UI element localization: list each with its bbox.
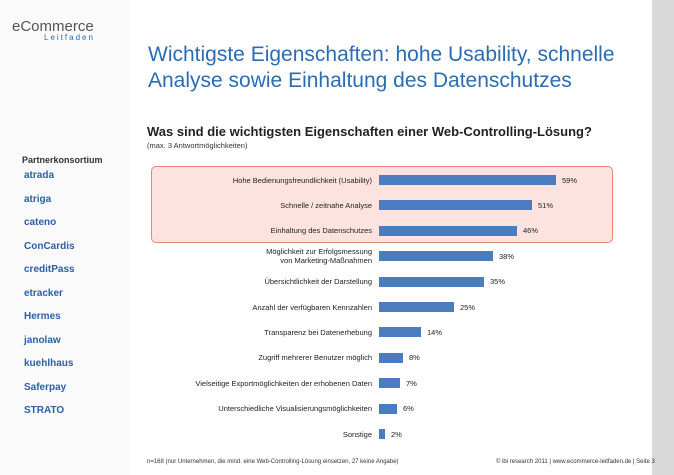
bar <box>379 175 556 185</box>
value-label: 8% <box>409 353 420 363</box>
bar <box>379 302 454 312</box>
slide-title: Wichtigste Eigenschaften: hohe Usability… <box>148 43 615 92</box>
bar <box>379 378 400 389</box>
partner-logo: creditPass <box>24 264 75 275</box>
value-label: 59% <box>562 175 578 185</box>
value-label: 51% <box>538 200 554 210</box>
chart-subtitle: (max. 3 Antwortmöglichkeiten) <box>147 141 248 150</box>
value-label: 46% <box>523 226 539 236</box>
value-label: 35% <box>490 277 506 287</box>
value-label: 25% <box>460 302 476 312</box>
category-label: Zugriff mehrerer Benutzer möglich <box>258 353 372 363</box>
partner-logo: atriga <box>24 193 52 205</box>
bar <box>379 352 403 363</box>
category-label: Anzahl der verfügbaren Kennzahlen <box>252 302 372 312</box>
bar <box>379 276 484 287</box>
bar <box>379 251 493 262</box>
partner-logo: etracker <box>24 287 63 299</box>
bar <box>379 200 532 211</box>
value-label: 7% <box>406 378 417 388</box>
partner-logo: Saferpay <box>24 381 67 393</box>
partner-logo: kuehlhaus <box>24 358 74 369</box>
category-label: Hohe Bedienungsfreundlichkeit (Usability… <box>232 175 372 185</box>
category-label: Transparenz bei Datenerhebung <box>264 327 372 337</box>
chart-title: Was sind die wichtigsten Eigenschaften e… <box>147 124 592 139</box>
bar <box>379 327 421 338</box>
partner-logo: cateno <box>24 217 57 228</box>
scan-edge <box>652 0 674 475</box>
category-label: Sonstige <box>342 429 372 439</box>
brand: eCommerce <box>12 18 94 35</box>
footnote: n=168 (nur Unternehmen, die mind. eine W… <box>147 459 399 465</box>
partner-logo: STRATO <box>24 405 65 416</box>
bar <box>379 403 397 414</box>
value-label: 6% <box>403 404 414 414</box>
partner-logo: atrada <box>24 170 55 181</box>
category-label: Schnelle / zeitnahe Analyse <box>280 200 372 210</box>
category-label: Unterschiedliche Visualisierungsmöglichk… <box>218 404 372 414</box>
partner-logo: janolaw <box>24 334 61 346</box>
category-label: Möglichkeit zur Erfolgsmessung von Marke… <box>266 247 372 266</box>
bar <box>379 429 385 439</box>
brand-sub: Leitfaden <box>44 33 95 42</box>
category-label: Übersichtlichkeit der Darstellung <box>264 277 372 287</box>
partner-logo: Hermes <box>24 311 61 322</box>
value-label: 14% <box>427 327 443 337</box>
value-label: 38% <box>499 251 515 261</box>
copyright: © ibi research 2011 | www.ecommerce-leit… <box>496 459 655 465</box>
category-label: Vielseitige Exportmöglichkeiten der erho… <box>195 378 372 388</box>
partner-heading: Partnerkonsortium <box>22 155 103 165</box>
sidebar: eCommerce Leitfaden Partnerkonsortium at… <box>0 0 130 475</box>
partner-logo: ConCardis <box>24 240 75 252</box>
bar <box>379 225 517 236</box>
category-label: Einhaltung des Datenschutzes <box>270 226 372 236</box>
value-label: 2% <box>391 429 402 439</box>
